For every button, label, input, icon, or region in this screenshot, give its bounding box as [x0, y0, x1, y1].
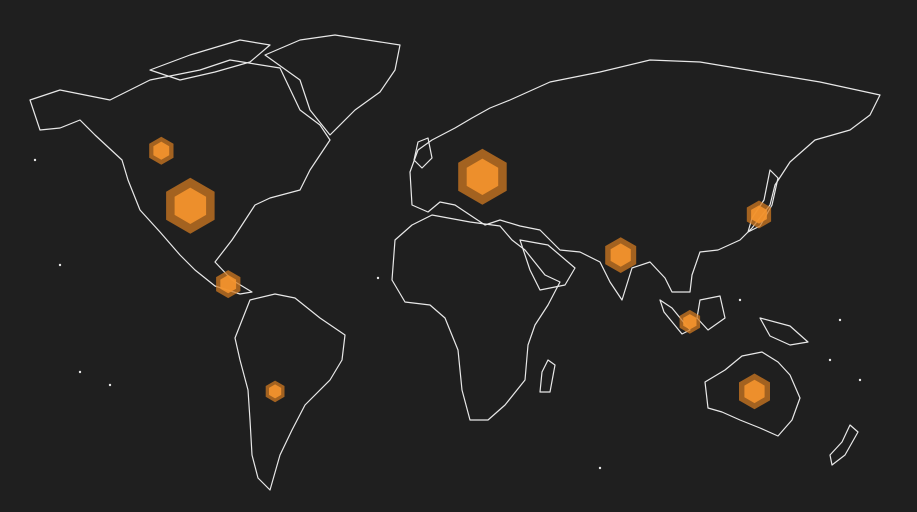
hexbin — [216, 270, 241, 299]
hexbin-inner — [751, 205, 767, 224]
island — [838, 318, 842, 322]
island — [58, 263, 62, 267]
hexbin — [679, 309, 701, 334]
hexbin — [149, 136, 174, 165]
island — [828, 358, 832, 362]
new-zealand — [829, 424, 859, 466]
hexbin — [166, 177, 215, 234]
island — [738, 298, 742, 302]
south-america — [234, 293, 346, 491]
island — [376, 276, 380, 280]
hexbin-inner — [174, 187, 207, 224]
hexbin — [746, 200, 772, 229]
hexbin-inner — [153, 141, 170, 160]
madagascar — [539, 359, 556, 393]
australia — [704, 351, 801, 437]
hexbin-inner — [610, 243, 631, 267]
hexbin-inner — [744, 379, 765, 404]
greenland — [264, 34, 401, 136]
hexbin-layer — [149, 136, 772, 410]
island — [78, 370, 82, 374]
small-islands — [33, 158, 862, 470]
canada-islands — [149, 39, 271, 81]
hexbin — [458, 148, 507, 205]
uk — [413, 137, 433, 169]
new-guinea — [759, 317, 809, 346]
hexbin — [605, 237, 637, 273]
hexbin-inner — [683, 314, 697, 330]
africa — [391, 214, 561, 421]
island — [108, 383, 112, 387]
coastlines — [29, 34, 881, 491]
eurasia — [409, 59, 881, 301]
island — [858, 378, 862, 382]
arabia — [519, 239, 576, 291]
hexbin-inner — [220, 275, 237, 294]
hexbin-inner — [269, 384, 282, 399]
hexbin — [739, 373, 770, 410]
hexbin — [265, 380, 285, 403]
sumatra — [659, 299, 691, 335]
island — [598, 466, 602, 470]
hexbin-inner — [466, 158, 499, 195]
island — [33, 158, 37, 162]
